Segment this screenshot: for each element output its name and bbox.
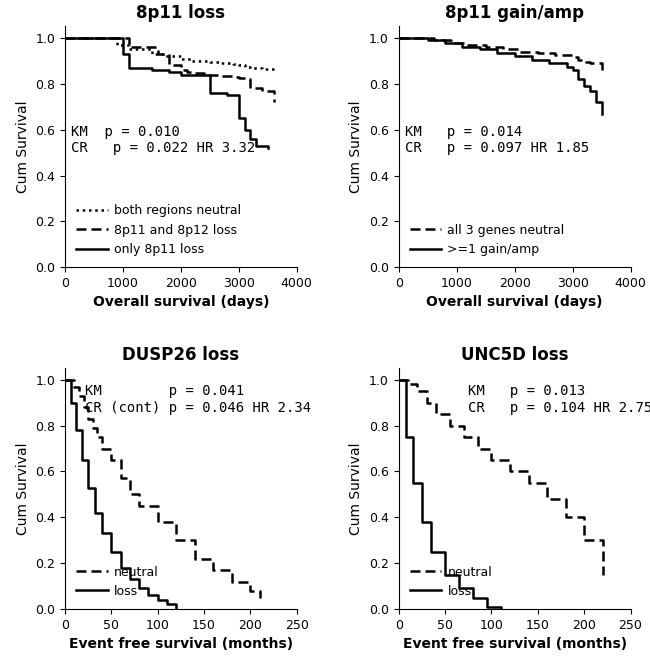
Title: 8p11 loss: 8p11 loss	[136, 4, 226, 22]
Y-axis label: Cum Survival: Cum Survival	[16, 101, 30, 193]
Text: KM   p = 0.013
CR   p = 0.104 HR 2.75: KM p = 0.013 CR p = 0.104 HR 2.75	[468, 385, 650, 414]
Y-axis label: Cum Survival: Cum Survival	[16, 442, 30, 535]
Title: 8p11 gain/amp: 8p11 gain/amp	[445, 4, 584, 22]
Legend: both regions neutral, 8p11 and 8p12 loss, only 8p11 loss: both regions neutral, 8p11 and 8p12 loss…	[72, 199, 246, 261]
X-axis label: Overall survival (days): Overall survival (days)	[93, 295, 269, 310]
Text: KM        p = 0.041
CR (cont) p = 0.046 HR 2.34: KM p = 0.041 CR (cont) p = 0.046 HR 2.34	[85, 385, 311, 414]
Legend: neutral, loss: neutral, loss	[72, 561, 164, 603]
Text: KM  p = 0.010
CR   p = 0.022 HR 3.32: KM p = 0.010 CR p = 0.022 HR 3.32	[71, 125, 255, 156]
Y-axis label: Cum Survival: Cum Survival	[350, 101, 363, 193]
X-axis label: Overall survival (days): Overall survival (days)	[426, 295, 603, 310]
Text: KM   p = 0.014
CR   p = 0.097 HR 1.85: KM p = 0.014 CR p = 0.097 HR 1.85	[404, 125, 589, 156]
Y-axis label: Cum Survival: Cum Survival	[350, 442, 363, 535]
X-axis label: Event free survival (months): Event free survival (months)	[402, 638, 627, 651]
X-axis label: Event free survival (months): Event free survival (months)	[69, 638, 293, 651]
Legend: neutral, loss: neutral, loss	[405, 561, 497, 603]
Title: UNC5D loss: UNC5D loss	[461, 346, 568, 364]
Legend: all 3 genes neutral, >=1 gain/amp: all 3 genes neutral, >=1 gain/amp	[405, 218, 570, 261]
Title: DUSP26 loss: DUSP26 loss	[122, 346, 239, 364]
